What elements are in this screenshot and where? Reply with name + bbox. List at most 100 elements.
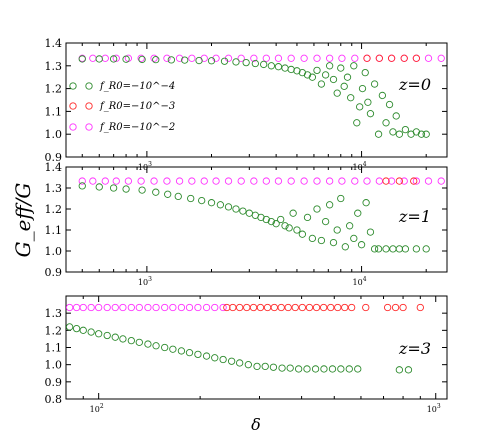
data-point: [385, 100, 394, 109]
data-point: [119, 303, 127, 312]
data-point: [378, 91, 387, 100]
y-tick-label: 0.9: [45, 151, 63, 164]
data-point: [161, 303, 169, 312]
data-point: [256, 303, 265, 312]
data-point: [152, 342, 160, 350]
panel-label: z=3: [398, 339, 431, 358]
data-point: [281, 222, 289, 230]
data-point: [329, 238, 338, 247]
y-tick-label: 1.1: [45, 224, 63, 237]
data-point: [325, 177, 334, 185]
y-tick-label: 1.0: [45, 359, 63, 372]
data-point: [194, 350, 202, 359]
data-point: [169, 303, 177, 312]
data-point: [169, 345, 177, 353]
data-point: [111, 333, 119, 341]
legend-marker: [85, 123, 93, 131]
data-point: [374, 245, 383, 253]
data-point: [122, 55, 130, 63]
data-point: [251, 59, 259, 68]
series-f-R0-10-3: [223, 303, 424, 312]
data-point: [112, 177, 120, 185]
data-point: [219, 303, 227, 312]
data-point: [313, 205, 321, 213]
data-point: [95, 303, 103, 312]
data-point: [374, 130, 383, 138]
data-point: [66, 323, 74, 331]
data-point: [150, 177, 158, 185]
data-point: [321, 71, 330, 79]
y-tick-label: 1.3: [45, 60, 63, 73]
data-point: [239, 207, 247, 215]
data-point: [361, 68, 369, 77]
data-point: [237, 54, 245, 62]
data-point: [89, 54, 97, 62]
data-point: [244, 361, 252, 369]
data-point: [198, 196, 206, 205]
plot-frame: [65, 166, 448, 273]
data-point: [181, 56, 189, 64]
x-tick-exponent: 3: [148, 276, 152, 283]
data-point: [375, 54, 383, 62]
data-point: [422, 245, 430, 253]
panel-label: z=1: [398, 207, 431, 226]
data-point: [366, 110, 375, 118]
data-point: [232, 58, 240, 66]
data-point: [317, 80, 326, 88]
legend-marker: [69, 82, 77, 90]
series-f-R0-10-2: [66, 303, 227, 312]
data-point: [237, 177, 245, 185]
series-f-R0-10-4: [78, 182, 430, 253]
data-point: [417, 130, 426, 138]
data-point: [188, 177, 196, 185]
series-f-R0-10-4: [78, 55, 430, 138]
data-point: [211, 354, 219, 362]
series-f-R0-10-3: [363, 54, 421, 62]
data-point: [387, 177, 396, 185]
data-point: [383, 303, 392, 312]
y-tick-label: 1.4: [45, 161, 63, 174]
data-point: [325, 54, 334, 62]
data-point: [327, 303, 335, 312]
data-point: [400, 54, 408, 62]
series-f-R0-10-4: [66, 323, 413, 374]
data-point: [103, 303, 111, 312]
data-point: [313, 177, 321, 185]
plot-frame: [65, 295, 448, 400]
plot-frame: [65, 42, 448, 158]
x-tick-label: 103: [138, 276, 152, 287]
data-point: [274, 54, 283, 62]
x-tick-base: 10: [353, 278, 363, 287]
data-point: [219, 355, 227, 364]
data-point: [333, 89, 341, 97]
data-point: [87, 328, 95, 336]
data-point: [366, 228, 375, 236]
data-point: [362, 303, 370, 312]
data-point: [95, 55, 103, 63]
data-point: [370, 245, 379, 253]
legend-label: f_R0=−10^−2: [99, 122, 175, 133]
data-point: [270, 303, 278, 312]
legend-entry: f_R0=−10^−3: [69, 101, 175, 112]
y-tick-label: 1.2: [45, 83, 63, 96]
data-point: [437, 54, 445, 62]
y-tick-label: 1.3: [45, 307, 63, 320]
data-point: [277, 215, 285, 224]
data-point: [267, 217, 276, 226]
data-point: [298, 230, 307, 238]
data-point: [311, 365, 320, 373]
data-point: [95, 330, 103, 338]
data-point: [338, 54, 346, 62]
data-point: [138, 55, 146, 64]
data-point: [363, 54, 371, 62]
data-point: [262, 54, 270, 62]
legend-marker: [85, 102, 93, 110]
data-point: [298, 303, 306, 312]
data-point: [163, 54, 171, 62]
x-tick-base: 10: [427, 405, 437, 414]
data-point: [72, 303, 81, 312]
y-tick-label: 1.2: [45, 324, 63, 337]
data-point: [243, 303, 251, 312]
